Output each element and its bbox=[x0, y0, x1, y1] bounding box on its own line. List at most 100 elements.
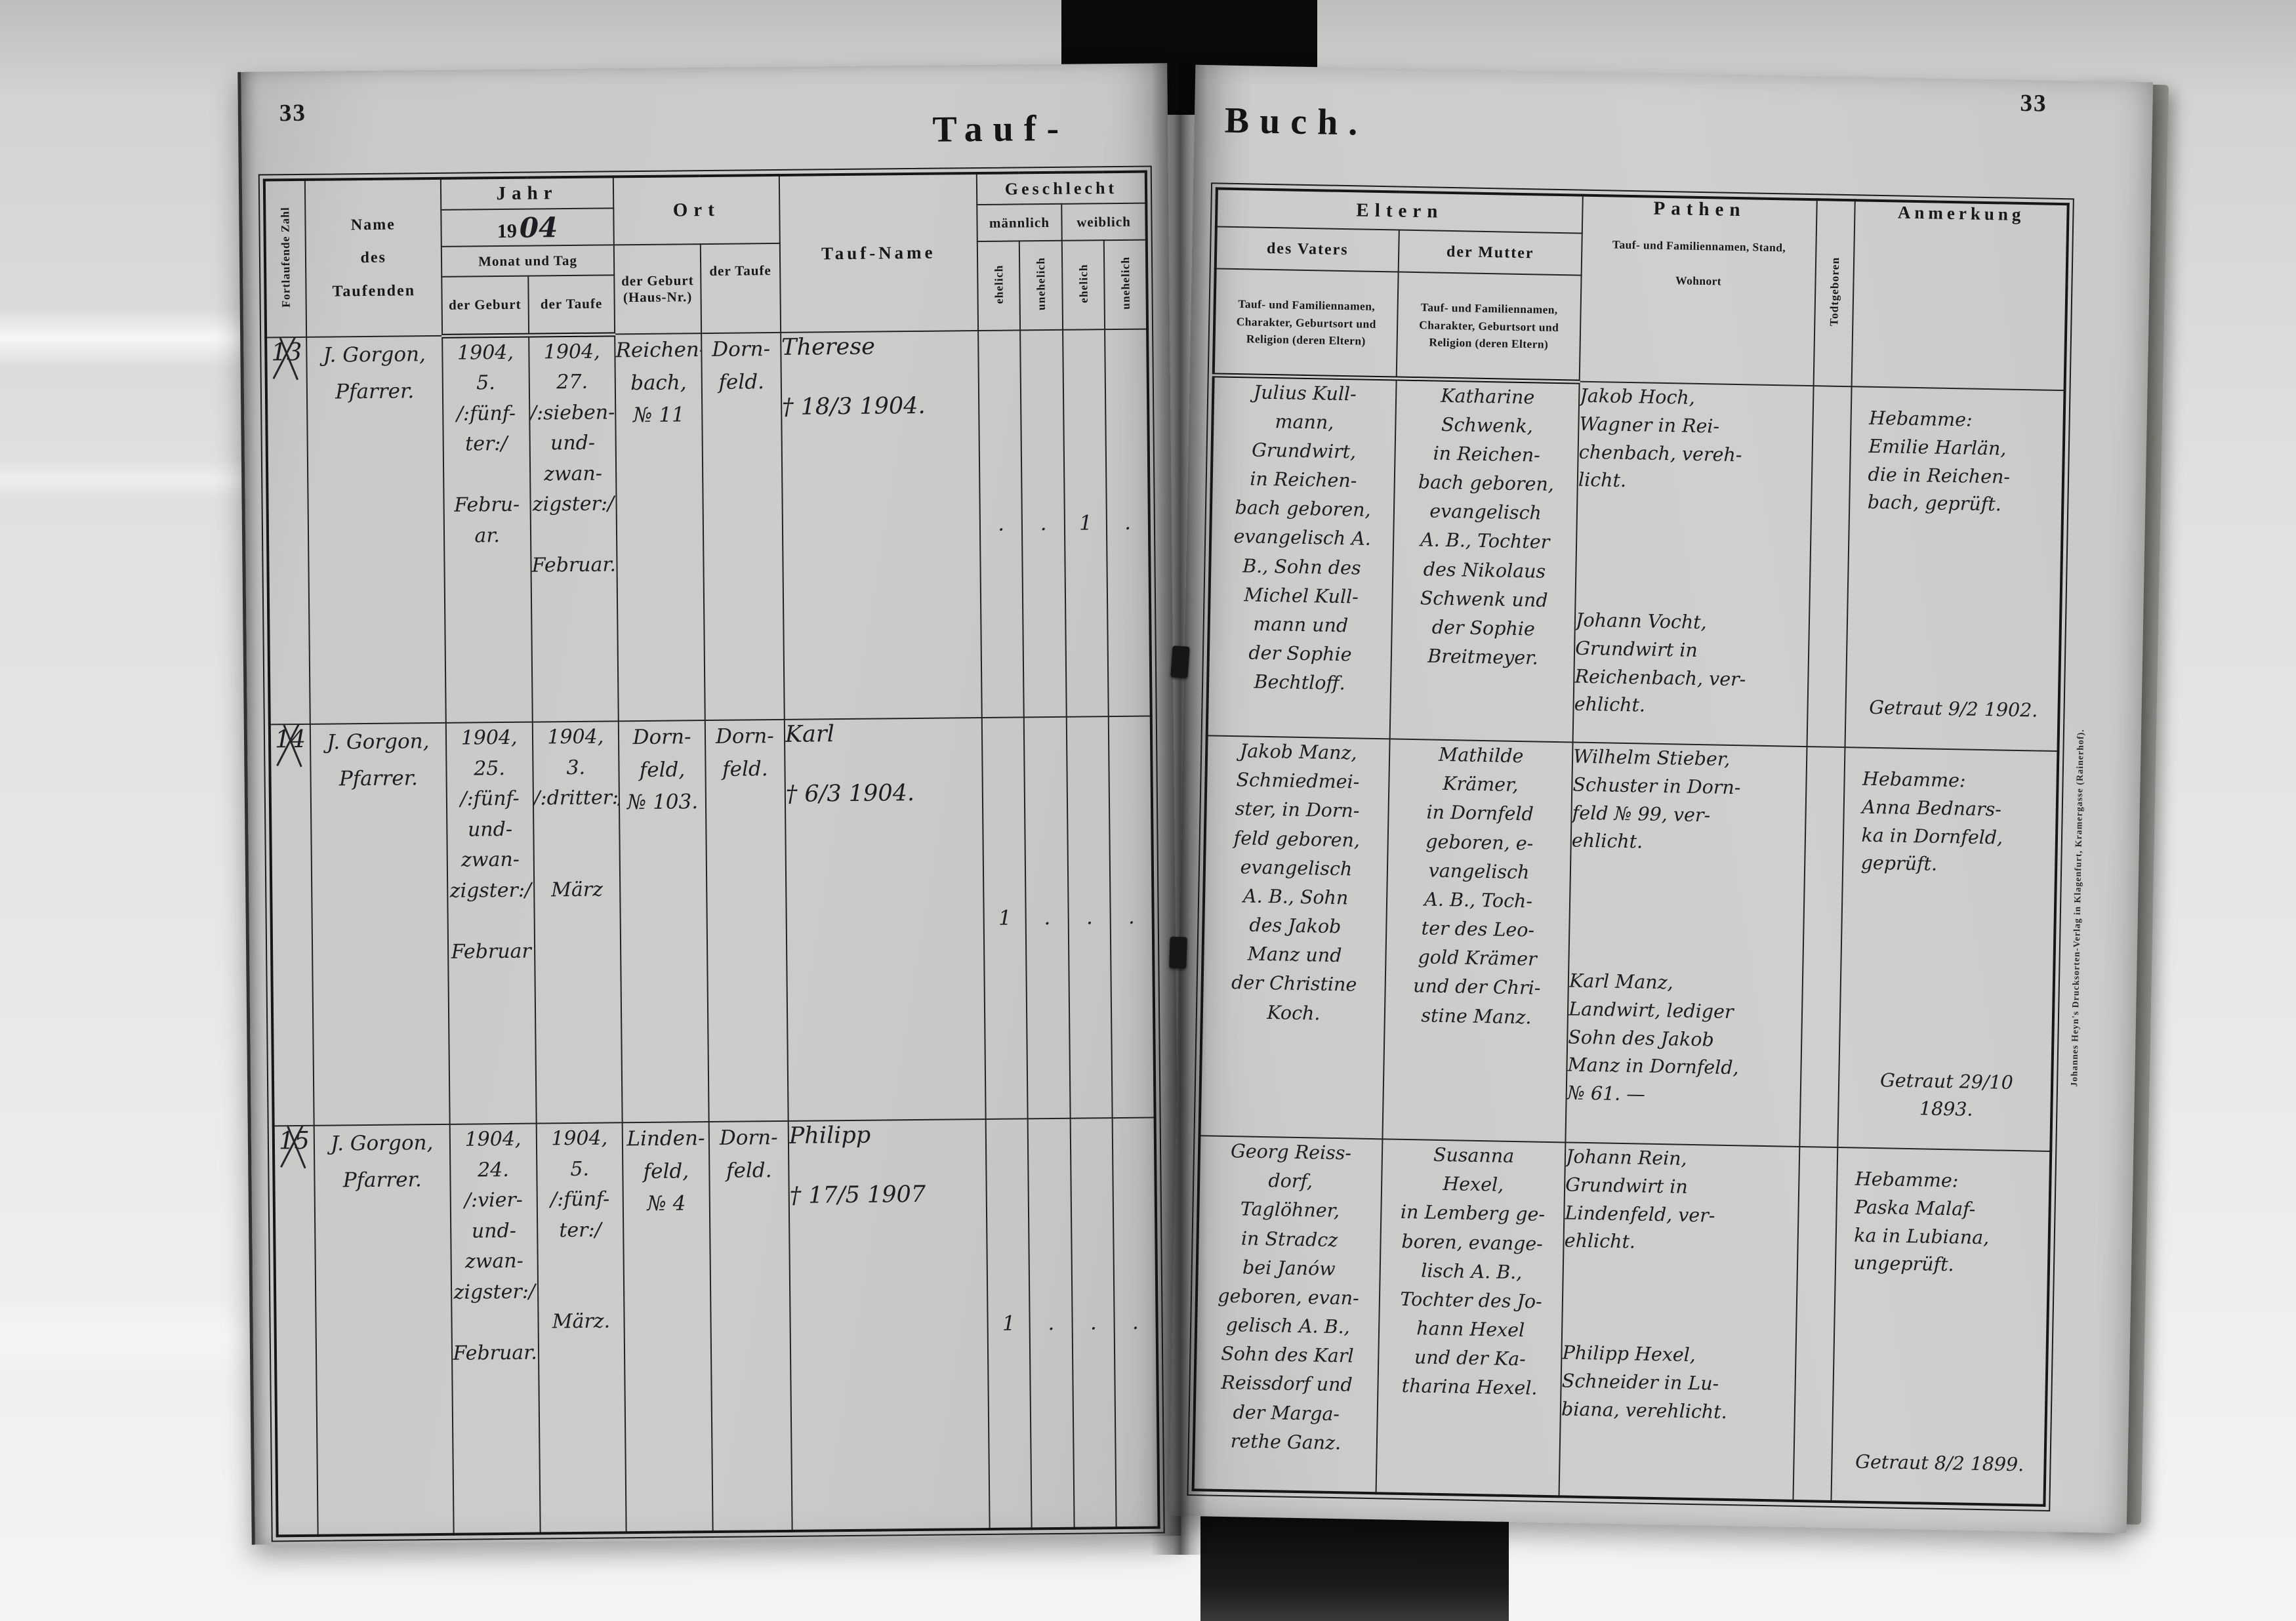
header-anmerkung: Anmerkung bbox=[1852, 200, 2068, 391]
right-page-number: 33 bbox=[2020, 89, 2047, 117]
cell-geburtsdatum: 1904, 5. /:fünf- ter:/ Febru- ar. bbox=[441, 335, 533, 723]
header-ort-der-geburt: der Geburt (Haus-Nr.) bbox=[614, 244, 702, 335]
header-ort: Ort bbox=[613, 174, 780, 245]
cell-anmerkung: Hebamme: Anna Bednars- ka in Dornfeld, g… bbox=[1837, 747, 2059, 1151]
header-vater-desc: Tauf- und Familiennamen, Charakter, Gebu… bbox=[1213, 268, 1399, 379]
year-printed: 19 bbox=[497, 220, 518, 242]
anmerkung-content: Hebamme: Paska Malaf- ka in Lubiana, ung… bbox=[1832, 1148, 2049, 1504]
left-page-number: 33 bbox=[279, 99, 307, 127]
cell-taufort: Dorn- feld. bbox=[701, 332, 785, 721]
header-datum-taufe: der Taufe bbox=[527, 275, 615, 335]
cell-taufender: J. Gorgon, Pfarrer. bbox=[314, 1124, 454, 1536]
cell-pathen: Johann Rein, Grundwirt in Lindenfeld, ve… bbox=[1559, 1142, 1800, 1501]
getraut-note: Getraut 9/2 1902. bbox=[1868, 697, 2038, 722]
cell-vater: Georg Reiss- dorf, Taglöhner, in Stradcz… bbox=[1193, 1136, 1383, 1494]
header-eltern: Eltern bbox=[1216, 188, 1583, 234]
header-geschlecht: Geschlecht bbox=[976, 171, 1147, 205]
anmerkung-content: Hebamme: Anna Bednars- ka in Dornfeld, g… bbox=[1839, 748, 2057, 1149]
hebamme-note: Hebamme: Emilie Harlän, die in Reichen- … bbox=[1867, 407, 2011, 516]
book-gutter-shadow bbox=[1151, 62, 1207, 1555]
entry-number: 15 bbox=[275, 1126, 314, 1155]
baptism-table-left: Fortlaufende Zahl Name des Taufenden Jah… bbox=[258, 165, 1165, 1542]
header-ehelich: ehelich bbox=[977, 241, 1021, 331]
cell-taufort: Dorn- feld. bbox=[708, 1120, 792, 1532]
cell-taufender: J. Gorgon, Pfarrer. bbox=[306, 335, 446, 724]
header-todtgeboren: Todtgeboren bbox=[1813, 199, 1856, 387]
table-row-entry-13: 13 J. Gorgon, Pfarrer. 1904, 5. /:fünf- … bbox=[266, 329, 1151, 725]
cell-weiblich-ehelich: . bbox=[1070, 1118, 1117, 1529]
cell-maennlich-unehelich: . bbox=[1024, 716, 1071, 1119]
year-handwritten: 04 bbox=[519, 211, 558, 244]
header-der-mutter: der Mutter bbox=[1398, 230, 1582, 276]
header-ehelich: ehelich bbox=[1061, 240, 1105, 330]
header-name-des-taufenden: Name des Taufenden bbox=[304, 178, 442, 337]
cell-taufname: Therese † 18/3 1904. bbox=[780, 331, 982, 720]
anmerkung-content: Hebamme: Emilie Harlän, die in Reichen- … bbox=[1846, 387, 2063, 749]
cell-geburtsort: Dorn- feld, № 103. bbox=[618, 720, 709, 1123]
cell-maennlich-unehelich: . bbox=[1028, 1118, 1075, 1529]
cell-mutter: Mathilde Krämer, in Dornfeld geboren, e-… bbox=[1382, 739, 1573, 1143]
hebamme-note: Hebamme: Anna Bednars- ka in Dornfeld, g… bbox=[1860, 768, 2003, 875]
header-year-1904: 1904 bbox=[441, 208, 615, 247]
header-fortlaufende-zahl: Fortlaufende Zahl bbox=[264, 179, 306, 338]
header-pathen-title: Pathen bbox=[1653, 197, 1746, 221]
header-unehelich: unehelich bbox=[1104, 239, 1148, 330]
cell-maennlich-unehelich: . bbox=[1020, 329, 1067, 718]
header-pathen-desc: Tauf- und Familiennamen, Stand, Wohnort bbox=[1612, 237, 1786, 288]
binding-gap-bottom bbox=[1200, 1506, 1509, 1621]
cell-vater: Julius Kull- mann, Grundwirt, in Reichen… bbox=[1206, 375, 1397, 739]
table-row-entry-14: Jakob Manz, Schmiedmei- ster, in Dorn- f… bbox=[1199, 735, 2059, 1151]
entry-number: 13 bbox=[267, 338, 306, 367]
header-weiblich: weiblich bbox=[1061, 203, 1147, 241]
background-streak bbox=[0, 1299, 249, 1378]
binding-clip bbox=[1170, 646, 1190, 678]
cell-maennlich-ehelich: 1 bbox=[985, 1118, 1033, 1529]
header-des-vaters: des Vaters bbox=[1215, 226, 1399, 272]
cell-taufdatum: 1904, 27. /:sieben- und- zwan- zigster:/… bbox=[528, 334, 619, 722]
binding-clip bbox=[1169, 936, 1187, 969]
left-page: 33 Tauf- Fortlaufende Zahl Name des Tauf… bbox=[237, 63, 1181, 1545]
cell-taufort: Dorn- feld. bbox=[705, 719, 789, 1122]
table-row-entry-13: Julius Kull- mann, Grundwirt, in Reichen… bbox=[1206, 375, 2065, 752]
header-unehelich: unehelich bbox=[1019, 240, 1063, 331]
cell-weiblich-ehelich: . bbox=[1066, 716, 1113, 1118]
cell-vater: Jakob Manz, Schmiedmei- ster, in Dorn- f… bbox=[1199, 735, 1390, 1139]
cell-taufname: Philipp † 17/5 1907 bbox=[788, 1118, 990, 1531]
header-jahr: Jahr bbox=[440, 176, 614, 210]
background-streak bbox=[0, 308, 249, 367]
cell-taufdatum: 1904, 5. /:fünf- ter:/ März. bbox=[536, 1122, 626, 1534]
cell-weiblich-unehelich: . bbox=[1105, 329, 1151, 717]
cell-mutter: Susanna Hexel, in Lemberg ge- boren, eva… bbox=[1376, 1139, 1566, 1497]
book-title-left: Tauf- bbox=[932, 108, 1070, 150]
cell-todtgeboren bbox=[1793, 1146, 1838, 1502]
header-maennlich: männlich bbox=[977, 203, 1062, 242]
header-mutter-desc: Tauf- und Familiennamen, Charakter, Gebu… bbox=[1396, 272, 1582, 382]
book-title-right: Buch. bbox=[1224, 100, 1368, 144]
cell-weiblich-unehelich: . bbox=[1109, 716, 1155, 1118]
getraut-note: Getraut 8/2 1899. bbox=[1855, 1450, 2024, 1476]
cell-maennlich-ehelich: 1 bbox=[981, 717, 1029, 1119]
cell-geburtsort: Reichen- bach, № 11 bbox=[615, 333, 705, 722]
cell-taufender: J. Gorgon, Pfarrer. bbox=[310, 722, 450, 1126]
cell-geburtsort: Linden- feld, № 4 bbox=[622, 1122, 713, 1533]
cell-taufname: Karl † 6/3 1904. bbox=[784, 718, 986, 1121]
table-row-entry-15: Georg Reiss- dorf, Taglöhner, in Stradcz… bbox=[1193, 1136, 2051, 1506]
cell-anmerkung: Hebamme: Paska Malaf- ka in Lubiana, ung… bbox=[1831, 1147, 2051, 1506]
cell-geburtsdatum: 1904, 24. /:vier- und- zwan- zigster:/ F… bbox=[449, 1123, 541, 1534]
table-row-entry-15: 15 J. Gorgon, Pfarrer. 1904, 24. /:vier-… bbox=[273, 1117, 1159, 1536]
cell-weiblich-ehelich: 1 bbox=[1063, 329, 1109, 717]
getraut-note: Getraut 29/10 1893. bbox=[1879, 1069, 2014, 1121]
entry-number: 14 bbox=[271, 725, 310, 754]
cell-maennlich-ehelich: . bbox=[978, 330, 1025, 718]
header-datum-geburt: der Geburt bbox=[441, 276, 529, 336]
cell-number: 15 bbox=[273, 1125, 318, 1536]
cell-mutter: Katharine Schwenk, in Reichen- bach gebo… bbox=[1389, 378, 1580, 743]
header-pathen: Pathen Tauf- und Familiennamen, Stand, W… bbox=[1579, 195, 1817, 386]
cell-number: 13 bbox=[266, 337, 310, 725]
right-page: 33 Buch. Eltern Pathen Tauf- und Familie… bbox=[1168, 64, 2154, 1534]
baptism-table-right: Eltern Pathen Tauf- und Familiennamen, S… bbox=[1187, 182, 2074, 1512]
header-ort-der-taufe: der Taufe bbox=[700, 243, 781, 334]
cell-pathen: Wilhelm Stieber, Schuster in Dorn- feld … bbox=[1565, 742, 1807, 1147]
header-tauf-name: Tauf-Name bbox=[779, 173, 979, 333]
